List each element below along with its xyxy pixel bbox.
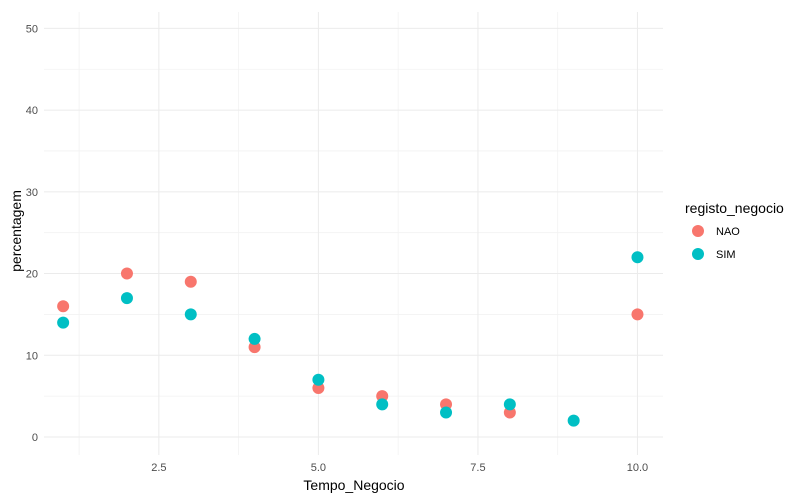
data-point-nao (184, 275, 197, 288)
legend-key-sim (692, 248, 704, 260)
data-point-sim (312, 373, 325, 386)
x-tick-label: 10.0 (627, 462, 648, 474)
data-point-nao (57, 300, 70, 313)
x-axis-ticks: 2.5 5.0 7.5 10.0 (151, 462, 648, 474)
legend-title: registo_negocio (685, 200, 784, 216)
data-point-sim (184, 308, 197, 321)
y-tick-label: 30 (26, 187, 38, 199)
y-tick-label: 50 (26, 23, 38, 35)
y-tick-label: 0 (32, 432, 38, 444)
data-point-sim (503, 398, 516, 411)
legend-items: NAO SIM (692, 225, 740, 261)
y-axis-title: percentagem (8, 190, 24, 272)
y-tick-label: 40 (26, 105, 38, 117)
data-point-sim (567, 414, 580, 427)
data-point-sim (631, 251, 644, 264)
x-tick-label: 5.0 (311, 462, 326, 474)
y-axis-ticks: 0 10 20 30 40 50 (26, 23, 38, 444)
data-point-sim (376, 398, 389, 411)
legend-item-nao: NAO (692, 225, 740, 238)
data-point-sim (248, 332, 261, 345)
series-sim (57, 251, 644, 427)
y-tick-label: 20 (26, 269, 38, 281)
data-point-nao (120, 267, 133, 280)
data-point-sim (440, 406, 453, 419)
x-tick-label: 2.5 (151, 462, 166, 474)
data-point-sim (120, 292, 133, 305)
grid-lines (44, 12, 663, 455)
data-point-sim (57, 316, 70, 329)
legend-key-nao (692, 225, 704, 237)
y-tick-label: 10 (26, 350, 38, 362)
data-points (57, 251, 644, 427)
x-axis-title: Tempo_Negocio (303, 477, 404, 493)
legend-label: NAO (716, 226, 740, 238)
legend-label: SIM (716, 249, 736, 261)
x-tick-label: 7.5 (470, 462, 485, 474)
legend: registo_negocio NAO SIM (685, 200, 784, 261)
legend-item-sim: SIM (692, 248, 736, 261)
data-point-nao (631, 308, 644, 321)
